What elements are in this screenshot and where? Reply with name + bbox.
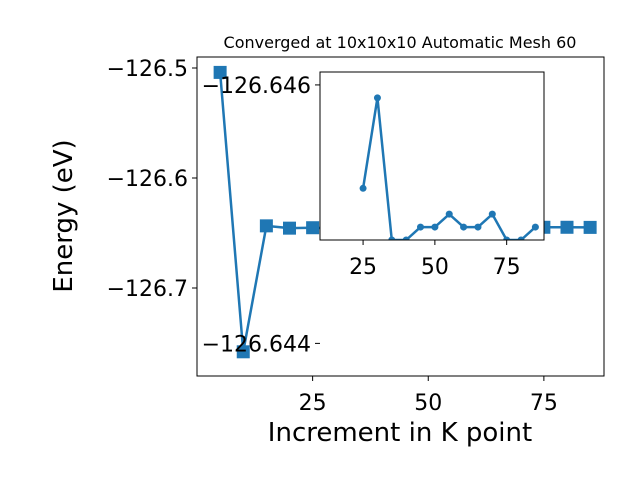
main-frame: [196, 56, 605, 377]
inset-x-tick-label: 25: [349, 255, 377, 280]
inset-plot: 25 50 75 −126.646 −126.644: [202, 71, 545, 357]
inset-point: [402, 236, 410, 240]
inset-point: [488, 210, 496, 218]
main-point: [306, 221, 320, 235]
main-x-tick-label: 75: [530, 391, 558, 416]
inset-x-tick-label: 50: [421, 255, 449, 280]
inset-point: [373, 94, 381, 102]
inset-y-tick-label: −126.644: [202, 332, 311, 357]
inset-point: [531, 223, 539, 231]
main-y-tick-label: −126.5: [107, 57, 188, 82]
main-y-tick-label: −126.6: [107, 167, 188, 192]
main-point: [213, 65, 227, 79]
inset-frame: [319, 71, 545, 241]
inset-point: [474, 223, 482, 231]
inset-data: [359, 94, 539, 240]
x-axis-label: Increment in K point: [268, 418, 532, 448]
main-point: [583, 220, 597, 234]
inset-point: [445, 210, 453, 218]
main-x-tick-label: 50: [414, 391, 442, 416]
main-point: [259, 219, 273, 233]
y-axis-label: Energy (eV): [49, 139, 79, 292]
inset-point: [359, 184, 367, 192]
main-x-tick-label: 25: [299, 391, 327, 416]
inset-point: [503, 236, 511, 240]
inset-point: [431, 223, 439, 231]
chart-title: Converged at 10x10x10 Automatic Mesh 60: [224, 33, 577, 52]
main-y-tick-label: −126.7: [107, 277, 188, 302]
inset-y-tick-label: −126.646: [202, 74, 311, 99]
main-point: [560, 220, 574, 234]
inset-x-tick-label: 75: [493, 255, 521, 280]
main-point: [236, 345, 250, 359]
inset-point: [417, 223, 425, 231]
inset-point: [460, 223, 468, 231]
inset-point: [388, 236, 396, 240]
inset-background: [320, 72, 544, 240]
inset-point: [517, 236, 525, 240]
main-point: [283, 221, 296, 235]
